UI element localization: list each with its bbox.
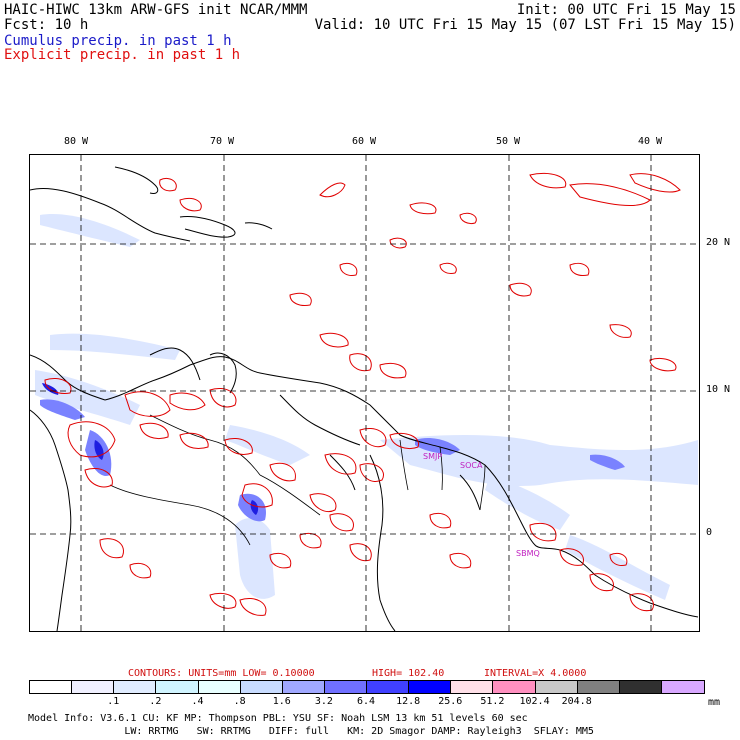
colorbar-tick: 3.2 [314,696,333,707]
model-title: HAIC-HIWC 13km ARW-GFS init NCAR/MMM [4,2,308,18]
colorbar-tick: 204.8 [561,696,592,707]
lon-label-50w: 50 W [496,136,521,147]
precip-colorbar [29,680,705,694]
colorbar-swatch [493,681,536,693]
colorbar-swatch [324,681,367,693]
colorbar-swatch [198,681,241,693]
contours-interval: INTERVAL=X 4.0000 [484,668,587,679]
lon-label-60w: 60 W [352,136,377,147]
colorbar-swatch [114,681,157,693]
forecast-hour: Fcst: 10 h [4,17,89,33]
lat-label-0: 0 [706,527,713,538]
coastlines [30,166,699,631]
map-frame: SMJP SOCA SBMQ [29,154,700,632]
colorbar-swatch [156,681,199,693]
station-sbmq: SBMQ [516,549,540,558]
contours-high: HIGH= 102.40 [372,668,445,679]
colorbar-swatch [30,681,73,693]
colorbar-swatch [661,681,704,693]
station-smjp: SMJP [423,452,443,461]
lon-label-80w: 80 W [64,136,89,147]
station-soca: SOCA [460,461,483,470]
valid-time: Valid: 10 UTC Fri 15 May 15 (07 LST Fri … [314,17,736,33]
colorbar-swatch [282,681,325,693]
colorbar-tick: 12.8 [396,696,421,707]
precip-map [30,155,699,631]
legend-explicit: Explicit precip. in past 1 h [4,47,241,63]
colorbar-swatch [577,681,620,693]
lon-label-70w: 70 W [210,136,235,147]
colorbar-tick: .1 [107,696,120,707]
cumulus-precip-layer [35,214,698,600]
colorbar-tick: .2 [149,696,162,707]
colorbar-tick: 6.4 [357,696,376,707]
explicit-precip-layer [44,172,681,616]
model-info-line1: Model Info: V3.6.1 CU: KF MP: Thompson P… [28,713,528,724]
colorbar-tick: 102.4 [519,696,550,707]
colorbar-swatch [72,681,115,693]
colorbar-swatch [409,681,452,693]
legend-cumulus: Cumulus precip. in past 1 h [4,33,232,49]
colorbar-tick: .8 [233,696,246,707]
colorbar-tick: .4 [191,696,204,707]
colorbar-tick: 25.6 [438,696,463,707]
colorbar-swatch [240,681,283,693]
contours-label: CONTOURS: UNITS=mm LOW= 0.10000 [128,668,315,679]
lat-label-10n: 10 N [706,384,731,395]
graticule [30,155,699,631]
lat-label-20n: 20 N [706,237,731,248]
init-time: Init: 00 UTC Fri 15 May 15 [516,2,736,18]
model-info-line2: LW: RRTMG SW: RRTMG DIFF: full KM: 2D Sm… [28,726,594,737]
borders [109,414,486,546]
colorbar-swatch [451,681,494,693]
lon-label-40w: 40 W [638,136,663,147]
colorbar-swatch [367,681,410,693]
colorbar-swatch [619,681,662,693]
colorbar-tick: 51.2 [480,696,505,707]
colorbar-unit: mm [708,697,721,708]
colorbar-swatch [535,681,578,693]
colorbar-tick: 1.6 [272,696,291,707]
